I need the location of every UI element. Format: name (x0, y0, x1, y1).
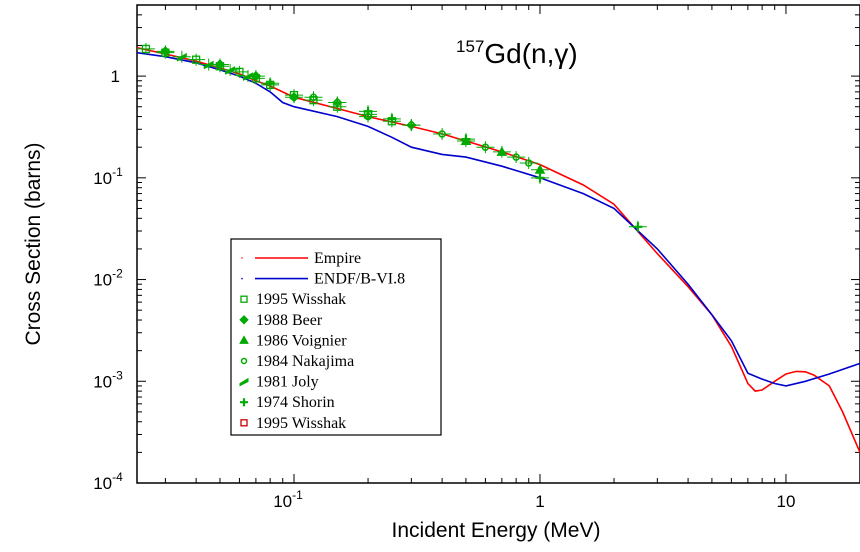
chart-title: 157Gd(n,γ) (456, 37, 578, 69)
series-points (137, 42, 647, 233)
legend-entry: 1995 Wisshak (240, 291, 346, 308)
y-tick-label: 10-1 (93, 165, 123, 188)
data-point-circle (240, 357, 248, 365)
legend-dot (241, 277, 243, 280)
legend-entry: 1981 Joly (239, 374, 319, 391)
legend-label: 1995 Wisshak (256, 415, 346, 432)
legend-label: 1988 Beer (256, 312, 323, 329)
legend-entry: 1984 Nakajima (240, 353, 354, 370)
data-point-square (240, 295, 248, 303)
legend-entry: 1986 Voignier (239, 332, 347, 349)
legend-label: 1984 Nakajima (256, 353, 354, 370)
data-point-bar (239, 377, 249, 387)
data-point-plus (461, 134, 471, 144)
data-point-plus (265, 78, 275, 88)
data-point-plus (387, 114, 397, 124)
data-point-plus (406, 120, 416, 130)
data-point-square (240, 419, 248, 427)
data-point-plus (633, 222, 643, 232)
x-axis-title: Incident Energy (MeV) (392, 519, 601, 542)
y-axis-title: Cross Section (barns) (22, 142, 45, 345)
data-point-square (191, 55, 201, 64)
data-point-square (141, 44, 151, 54)
data-point-plus (535, 173, 545, 183)
data-point-diamond (288, 92, 300, 103)
data-point-triangle (239, 335, 249, 344)
data-point-circle (309, 93, 318, 101)
y-tick-label: 10-3 (93, 368, 123, 391)
data-point-plus (240, 398, 248, 407)
y-tick-label: 1 (111, 67, 120, 86)
legend-box (230, 238, 442, 436)
y-tick-label: 10-2 (93, 267, 123, 290)
data-point-bar (225, 66, 236, 75)
x-tick-label: 10-1 (273, 488, 303, 511)
data-point-diamond (160, 46, 171, 57)
legend-entry: 1995 Wisshak (240, 415, 346, 432)
legend-entry: 1988 Beer (239, 312, 323, 329)
axis-ticks: 10-1 1 10 1 10-1 10-2 10-3 10-4 (93, 4, 860, 511)
data-point-triangle (496, 146, 508, 156)
data-point-bar (176, 52, 187, 62)
data-point-bar (242, 72, 253, 81)
chart-title-main: Gd(n,γ) (484, 38, 577, 69)
data-point-plus (363, 106, 373, 116)
data-point-square (235, 67, 244, 77)
x-tick-label: 1 (535, 492, 544, 511)
legend-label: 1986 Voignier (256, 332, 347, 349)
legend-label: 1974 Shorin (256, 394, 335, 411)
data-point-bar (203, 60, 214, 70)
data-point-circle (512, 153, 520, 161)
legend-entry: 1974 Shorin (240, 394, 335, 411)
data-point-diamond (214, 59, 226, 70)
data-point-diamond (239, 315, 249, 325)
data-point-circle (438, 130, 446, 138)
legend-label: ENDF/B-VI.8 (314, 271, 405, 288)
legend-label: 1981 Joly (256, 374, 319, 391)
legend-entry: Empire (241, 250, 361, 267)
data-point-circle (481, 143, 490, 151)
data-point-circle (524, 159, 533, 167)
data-point-plus (332, 98, 342, 108)
x-tick-label: 10 (776, 492, 795, 511)
legend: Empire ENDF/B-VI.8 1995 Wisshak 1988 Beer 19… (230, 238, 442, 436)
legend-label: 1995 Wisshak (256, 291, 346, 308)
chart-title-superscript: 157 (456, 37, 484, 56)
legend-dot (241, 257, 243, 259)
legend-label: Empire (314, 250, 361, 267)
legend-entry: ENDF/B-VI.8 (241, 271, 405, 288)
y-tick-label: 10-4 (93, 470, 123, 493)
